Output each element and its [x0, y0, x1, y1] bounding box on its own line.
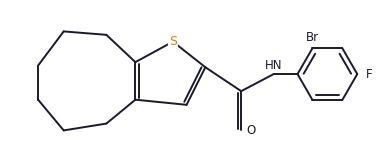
Text: O: O — [247, 124, 256, 137]
Text: F: F — [366, 68, 372, 81]
Text: Br: Br — [306, 31, 319, 44]
Text: S: S — [169, 35, 177, 48]
Text: HN: HN — [265, 59, 282, 72]
